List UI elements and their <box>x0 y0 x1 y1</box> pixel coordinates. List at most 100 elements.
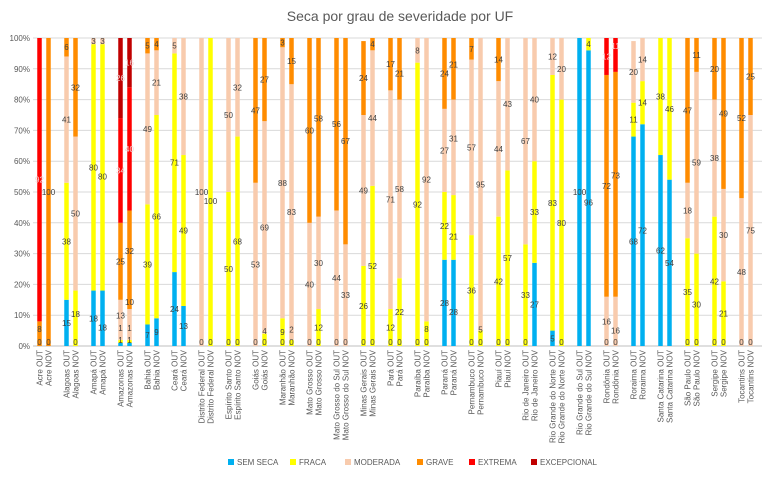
data-label: 58 <box>395 185 404 194</box>
bar-segment <box>613 296 618 346</box>
x-tick-label: Maranhão OUT <box>279 350 288 405</box>
bar-segment <box>478 330 483 346</box>
bar-segment <box>451 195 456 260</box>
data-label: 0 <box>721 338 726 347</box>
data-label: 43 <box>503 100 512 109</box>
data-label: 25 <box>116 257 125 266</box>
data-label: 50 <box>224 111 233 120</box>
bar-segment <box>451 259 456 346</box>
legend-label: EXCEPCIONAL <box>540 458 597 467</box>
data-label: 80 <box>89 163 98 172</box>
y-tick-label: 0% <box>18 342 30 351</box>
x-tick-label: Maranhão NOV <box>288 349 297 405</box>
y-tick-label: 30% <box>14 250 30 259</box>
data-label: 11 <box>629 116 638 125</box>
bar-segment <box>100 38 105 45</box>
x-tick-label: Mato Grosso NOV <box>315 349 324 415</box>
bar-segment <box>721 188 726 282</box>
bar-segment <box>91 290 96 346</box>
y-tick-label: 90% <box>14 65 30 74</box>
bar-segment <box>226 192 231 346</box>
x-tick-label: Santa Catarina NOV <box>666 349 675 423</box>
data-label: 0 <box>46 338 51 347</box>
legend-label: EXTREMA <box>478 458 517 467</box>
x-tick-label: Acre OUT <box>36 350 45 386</box>
bar-segment <box>235 136 240 346</box>
bar-segment <box>127 38 132 88</box>
data-label: 83 <box>548 199 557 208</box>
data-label: 44 <box>368 114 377 123</box>
x-tick-label: Amapá OUT <box>90 350 99 395</box>
bar-segment <box>604 38 609 75</box>
x-tick-label: Rio Grande do Sul NOV <box>585 349 594 435</box>
x-tick-label: Tocantins NOV <box>747 349 756 403</box>
data-label: 40 <box>305 280 314 289</box>
x-tick-label: Goiás NOV <box>261 349 270 390</box>
bar-segment <box>154 50 159 115</box>
bar-segment <box>127 339 132 343</box>
legend-label: GRAVE <box>426 458 453 467</box>
bar-segment <box>361 41 366 115</box>
data-label: 38 <box>62 237 71 246</box>
data-label: 0 <box>208 338 213 347</box>
bar-segment <box>685 182 690 239</box>
data-label: 67 <box>521 137 530 146</box>
bar-segment <box>550 74 555 331</box>
data-label: 16 <box>602 317 611 326</box>
data-label: 0 <box>37 338 42 347</box>
bar-segment <box>370 185 375 346</box>
data-label: 47 <box>683 106 692 115</box>
bar-segment <box>37 38 42 322</box>
bar-segment <box>118 222 123 300</box>
x-tick-label: Piauí OUT <box>495 350 504 387</box>
data-label: 50 <box>71 210 80 219</box>
data-label: 0 <box>748 338 753 347</box>
data-label: 40 <box>530 96 539 105</box>
x-tick-label: Piauí NOV <box>504 349 513 387</box>
data-label: 0 <box>334 338 339 347</box>
data-label: 66 <box>152 213 161 222</box>
x-tick-label: Sergipe OUT <box>711 350 720 397</box>
data-label: 100 <box>42 188 56 197</box>
data-label: 0 <box>496 338 501 347</box>
data-label: 0 <box>469 338 474 347</box>
data-label: 12 <box>548 52 557 61</box>
bar-segment <box>451 99 456 196</box>
data-label: 56 <box>332 120 341 129</box>
data-label: 49 <box>179 227 188 236</box>
data-label: 62 <box>656 247 665 256</box>
bar-segment <box>532 262 537 346</box>
data-label: 28 <box>440 299 449 308</box>
y-tick-label: 60% <box>14 157 30 166</box>
bar-segment <box>424 321 429 346</box>
data-label: 0 <box>280 338 285 347</box>
data-label: 44 <box>332 274 341 283</box>
bar-segment <box>334 210 339 346</box>
data-label: 57 <box>503 254 512 263</box>
data-label: 26 <box>359 302 368 311</box>
data-label: 0 <box>712 338 717 347</box>
bar-segment <box>748 115 753 346</box>
data-label: 72 <box>638 227 647 236</box>
data-label: 0 <box>370 338 375 347</box>
data-label: 14 <box>638 56 647 65</box>
data-label: 16 <box>611 326 620 335</box>
legend-swatch <box>228 459 234 465</box>
y-tick-label: 40% <box>14 219 30 228</box>
bar-segment <box>658 155 663 346</box>
bar-segment <box>73 136 78 291</box>
bar-segment <box>289 38 294 85</box>
bar-segment <box>397 278 402 346</box>
bar-segment <box>658 38 663 156</box>
x-tick-label: Rondônia NOV <box>612 349 621 403</box>
bar-segment <box>280 318 285 346</box>
bar-segment <box>100 290 105 346</box>
data-label: 4 <box>262 327 267 336</box>
bar-segment <box>181 38 186 156</box>
x-tick-label: São Paulo NOV <box>693 349 702 406</box>
data-label: 92 <box>422 176 431 185</box>
bar-segment <box>37 321 42 346</box>
bar-segment <box>631 136 636 346</box>
bar-segment <box>127 309 132 340</box>
data-label: 92 <box>35 176 44 185</box>
